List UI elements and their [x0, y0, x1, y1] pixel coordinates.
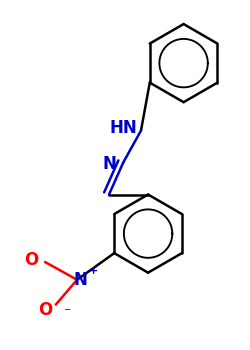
- Text: O: O: [24, 251, 38, 269]
- Text: +: +: [88, 266, 98, 276]
- Text: O: O: [38, 301, 52, 319]
- Text: N: N: [74, 271, 88, 289]
- Text: ⁻: ⁻: [63, 305, 70, 319]
- Text: N: N: [102, 155, 116, 173]
- Text: HN: HN: [110, 119, 138, 137]
